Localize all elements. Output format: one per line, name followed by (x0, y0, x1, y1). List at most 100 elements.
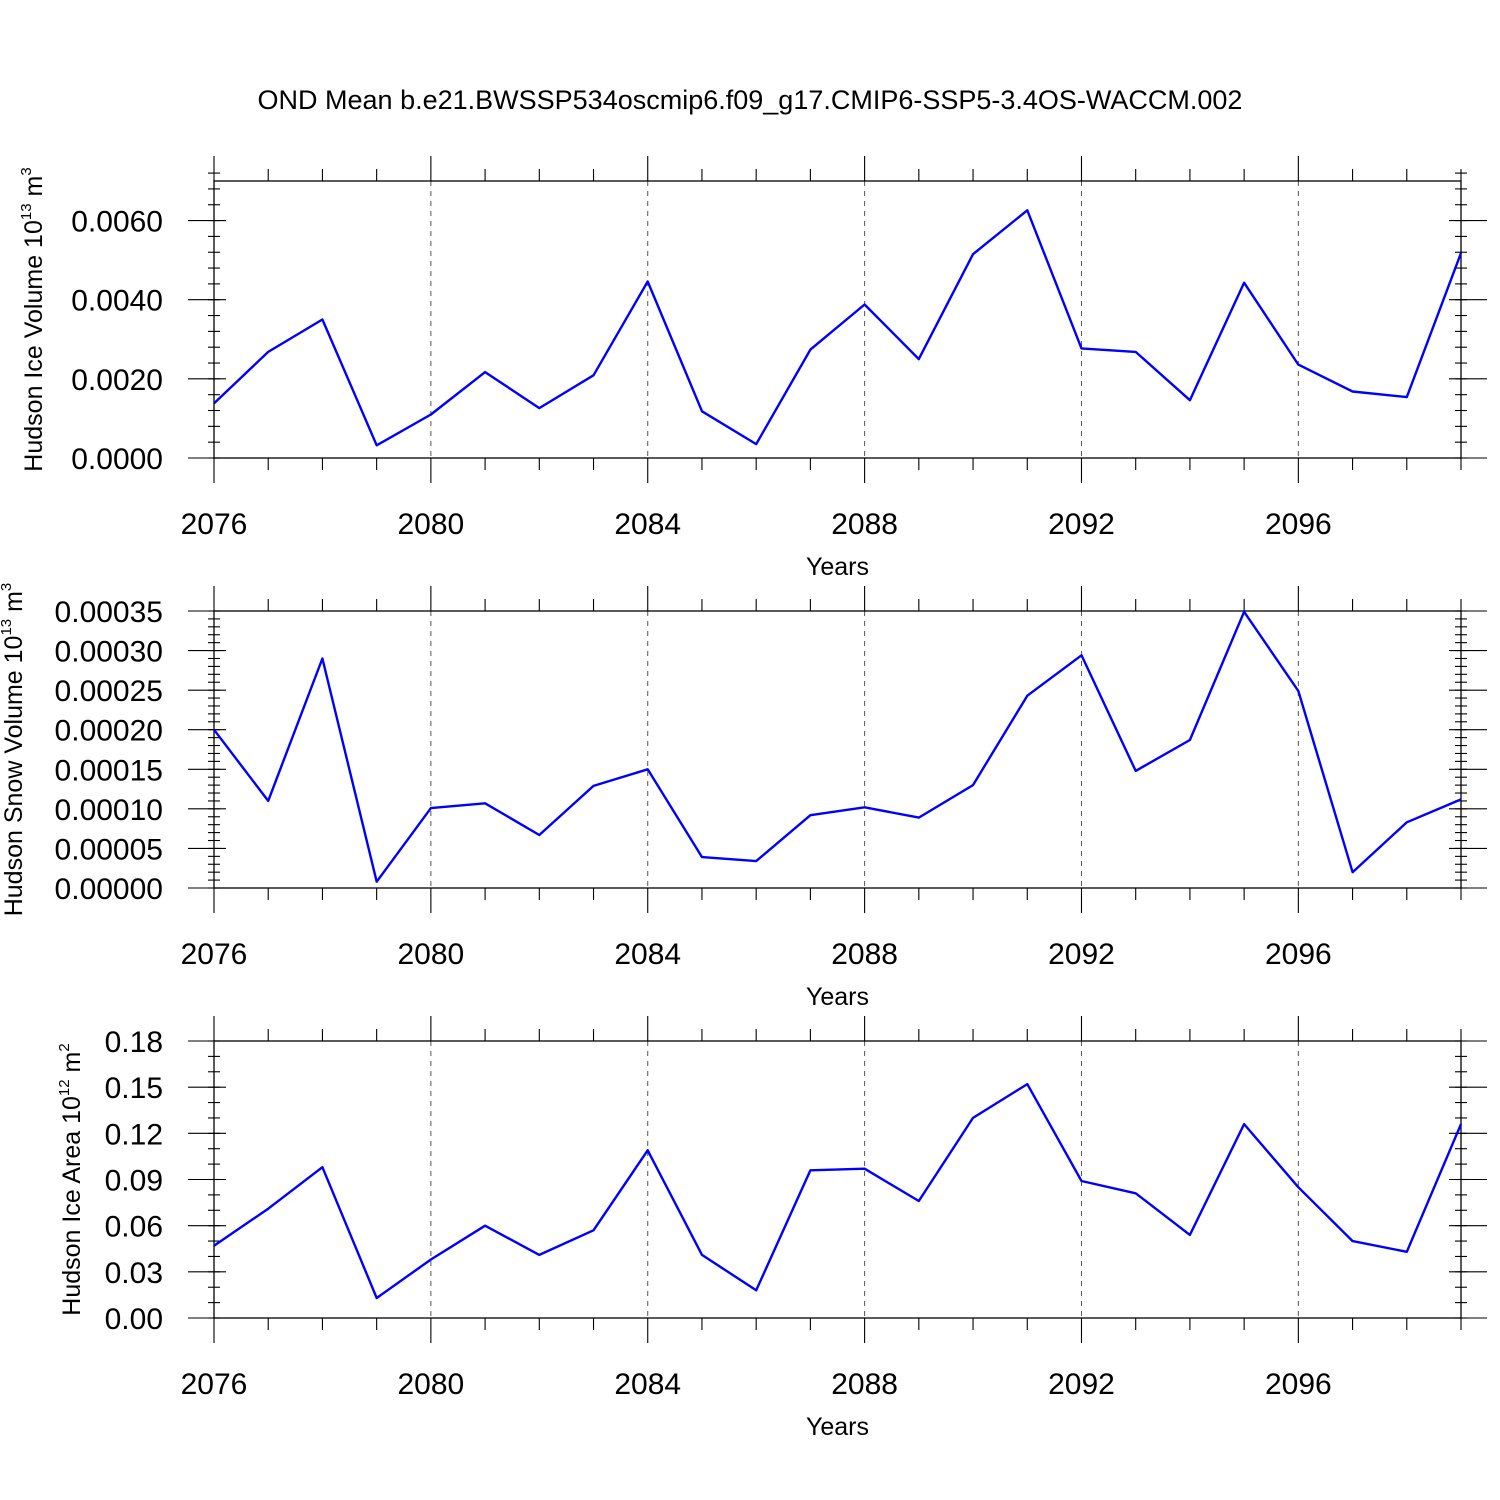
y-axis-label: Hudson Snow Volume 1013 m3 (0, 583, 28, 917)
y-tick-label: 0.00005 (55, 833, 163, 866)
data-point (1242, 281, 1246, 285)
figure-title: OND Mean b.e21.BWSSP534oscmip6.f09_g17.C… (258, 85, 1243, 115)
data-point (700, 1253, 704, 1257)
series-line (213, 209, 1463, 447)
y-tick-label: 0.00035 (55, 596, 163, 629)
y-axis-label-exponent: 13 (18, 203, 35, 220)
data-point (1459, 251, 1463, 255)
data-point (266, 1207, 270, 1211)
x-tick-label: 2096 (1265, 938, 1332, 971)
data-point (266, 350, 270, 354)
data-point (1405, 820, 1409, 824)
data-point (646, 1148, 650, 1152)
data-point (483, 370, 487, 374)
y-tick-label: 0.00000 (55, 873, 163, 906)
data-point (1351, 870, 1355, 874)
x-tick-label: 2092 (1048, 938, 1115, 971)
x-tick-label: 2092 (1048, 1368, 1115, 1401)
y-tick-label: 0.03 (105, 1257, 163, 1290)
data-point (537, 833, 541, 837)
data-point (483, 1224, 487, 1228)
y-tick-label: 0.00010 (55, 794, 163, 827)
data-point (429, 806, 433, 810)
data-point (971, 783, 975, 787)
data-point (375, 880, 379, 884)
data-point (646, 280, 650, 284)
data-point (917, 357, 921, 361)
x-tick-label: 2076 (181, 1368, 248, 1401)
data-point (320, 1165, 324, 1169)
y-tick-label: 0.00015 (55, 754, 163, 787)
data-point (1459, 1122, 1463, 1126)
data-point (1188, 398, 1192, 402)
x-tick-label: 2080 (397, 1368, 464, 1401)
data-point (1296, 363, 1300, 367)
x-tick-label: 2084 (614, 938, 681, 971)
y-tick-label: 0.0020 (71, 364, 163, 397)
y-axis-label-exponent: 13 (0, 619, 15, 636)
y-tick-label: 0.12 (105, 1118, 163, 1151)
data-point (212, 728, 216, 732)
data-point (1025, 1082, 1029, 1086)
data-point (1079, 346, 1083, 350)
y-tick-label: 0.0040 (71, 285, 163, 318)
data-point (375, 1296, 379, 1300)
data-point (700, 409, 704, 413)
x-tick-label: 2088 (831, 508, 898, 541)
data-point (700, 855, 704, 859)
plot-frame (213, 610, 1462, 889)
data-point (429, 1258, 433, 1262)
x-axis-label: Years (806, 983, 869, 1011)
data-point (1134, 769, 1138, 773)
y-axis-label-exponent: 12 (56, 1079, 73, 1096)
data-point (429, 412, 433, 416)
data-point (592, 373, 596, 377)
data-point (1459, 797, 1463, 801)
data-point (1134, 350, 1138, 354)
data-point (1188, 738, 1192, 742)
x-axis-label: Years (806, 553, 869, 581)
y-tick-label: 0.06 (105, 1211, 163, 1244)
x-tick-label: 2088 (831, 938, 898, 971)
data-point (212, 401, 216, 405)
y-axis-label-unit-exponent: 3 (0, 583, 15, 591)
panel-2: 2076 2080 2084 2088 2092 2096 Years 0.00000 0.00… (0, 583, 1487, 1011)
data-point (971, 252, 975, 256)
x-tick-label: 2096 (1265, 508, 1332, 541)
y-axis-label-unit-exponent: 3 (18, 167, 35, 175)
data-point (1134, 1191, 1138, 1195)
data-point (212, 1244, 216, 1248)
y-tick-label: 0.00 (105, 1303, 163, 1336)
data-point (808, 813, 812, 817)
data-point (1351, 1239, 1355, 1243)
y-axis-label-unit: m (58, 1052, 86, 1080)
y-axis-label: Hudson Ice Area 1012 m2 (56, 1043, 86, 1315)
data-point (971, 1116, 975, 1120)
x-tick-label: 2080 (397, 938, 464, 971)
y-axis-label-unit: m (0, 591, 28, 619)
x-axis-label: Years (806, 1413, 869, 1441)
data-point (375, 443, 379, 447)
data-point (808, 348, 812, 352)
x-tick-label: 2080 (397, 508, 464, 541)
data-point (808, 1168, 812, 1172)
x-tick-label: 2088 (831, 1368, 898, 1401)
data-point (592, 1228, 596, 1232)
data-point (754, 442, 758, 446)
data-point (1079, 653, 1083, 657)
data-point (537, 406, 541, 410)
y-axis-label-text: Hudson Snow Volume 10 (0, 636, 28, 917)
data-point (1296, 1185, 1300, 1189)
data-point (1025, 694, 1029, 698)
x-tick-label: 2096 (1265, 1368, 1332, 1401)
data-point (754, 859, 758, 863)
data-point (1242, 1122, 1246, 1126)
y-axis-label: Hudson Ice Volume 1013 m3 (18, 167, 48, 471)
data-point (592, 784, 596, 788)
y-axis-label-text: Hudson Ice Area 10 (58, 1096, 86, 1316)
plot-frame (213, 180, 1462, 459)
panel-3: 2076 2080 2084 2088 2092 2096 Years 0.00 0.03 0.0… (56, 1016, 1487, 1441)
y-tick-label: 0.00020 (55, 715, 163, 748)
plot-frame (213, 1040, 1462, 1319)
